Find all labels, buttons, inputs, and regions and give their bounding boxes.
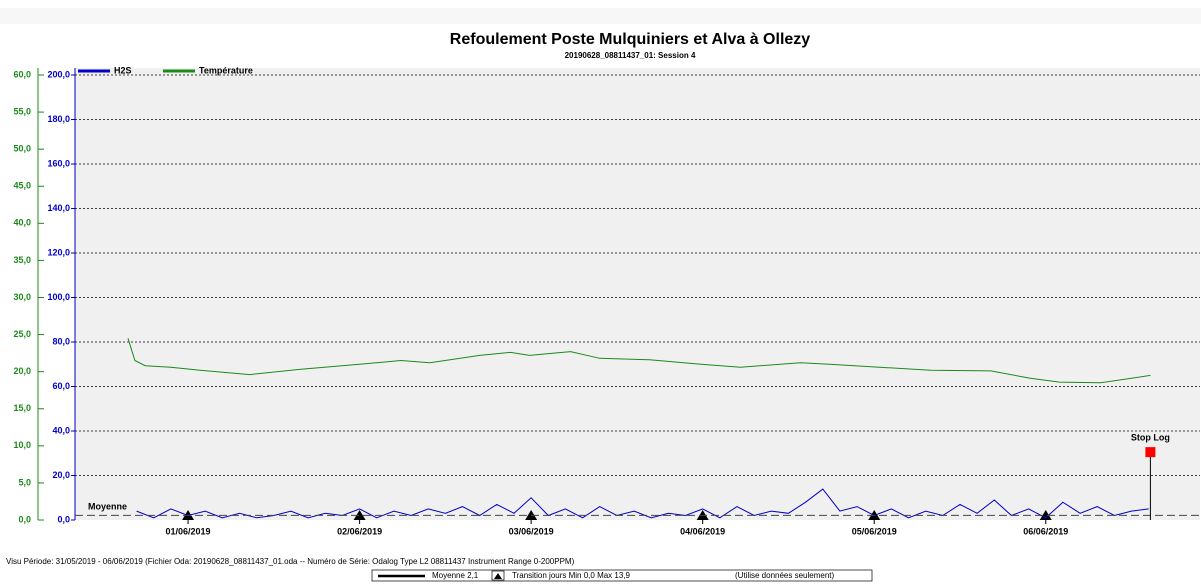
- y2-tick-label: 30,0: [13, 292, 31, 302]
- y-tick-label: 200,0: [47, 69, 70, 79]
- top-strip: [0, 8, 1201, 24]
- footer-triangle: [494, 573, 502, 579]
- y-tick-label: 140,0: [47, 203, 70, 213]
- x-tick-label: 06/06/2019: [1023, 526, 1068, 536]
- day-transition: [1039, 510, 1052, 520]
- y-tick-label: 180,0: [47, 114, 70, 124]
- y2-tick-label: 10,0: [13, 440, 31, 450]
- x-tick-label: 05/06/2019: [852, 526, 897, 536]
- day-transition: [353, 510, 366, 520]
- y2-tick-label: 0,0: [18, 514, 31, 524]
- footer-legend-box: [371, 569, 873, 582]
- y2-tick-label: 45,0: [13, 181, 31, 191]
- y2-tick-label: 5,0: [18, 477, 31, 487]
- legend-label: H2S: [114, 65, 132, 75]
- y2-tick-label: 15,0: [13, 403, 31, 413]
- y2-tick-label: 60,0: [13, 69, 31, 79]
- y-tick-label: 20,0: [52, 470, 70, 480]
- y-tick-label: 160,0: [47, 158, 70, 168]
- x-tick-label: 01/06/2019: [166, 526, 211, 536]
- chart-subtitle: 20190628_08811437_01: Session 4: [565, 51, 696, 60]
- footer-triangle-box: [491, 570, 505, 581]
- y-tick-label: 60,0: [52, 381, 70, 391]
- footer: Visu Période: 31/05/2019 - 06/06/2019 (F…: [6, 557, 575, 566]
- y2-tick-label: 20,0: [13, 366, 31, 376]
- stop-log-label: Stop Log: [1131, 433, 1170, 443]
- y2-tick-label: 40,0: [13, 218, 31, 228]
- y-tick-label: 100,0: [47, 292, 70, 302]
- stop-log-marker: [1145, 447, 1156, 458]
- footer-legend-mean: Moyenne 2,1: [432, 571, 479, 580]
- footer-legend-transition: Transition jours Min 0,0 Max 13,9: [512, 571, 631, 580]
- x-tick-label: 04/06/2019: [680, 526, 725, 536]
- y-tick-label: 120,0: [47, 247, 70, 257]
- y-tick-label: 80,0: [52, 336, 70, 346]
- legend-label: Température: [199, 65, 253, 75]
- x-tick-label: 02/06/2019: [337, 526, 382, 536]
- y-tick-label: 40,0: [52, 425, 70, 435]
- y2-tick-label: 50,0: [13, 144, 31, 154]
- mean-label: Moyenne: [88, 502, 127, 512]
- footer-legend-note: (Utilise données seulement): [735, 571, 834, 580]
- chart-title: Refoulement Poste Mulquiniers et Alva à …: [450, 31, 810, 48]
- y2-tick-label: 55,0: [13, 106, 31, 116]
- y2-tick-label: 25,0: [13, 329, 31, 339]
- series-line: [127, 338, 1151, 384]
- y-tick-label: 0,0: [57, 514, 70, 524]
- x-tick-label: 03/06/2019: [509, 526, 554, 536]
- y2-tick-label: 35,0: [13, 255, 31, 265]
- series-line: [136, 488, 1149, 519]
- plot-area: [75, 68, 1200, 520]
